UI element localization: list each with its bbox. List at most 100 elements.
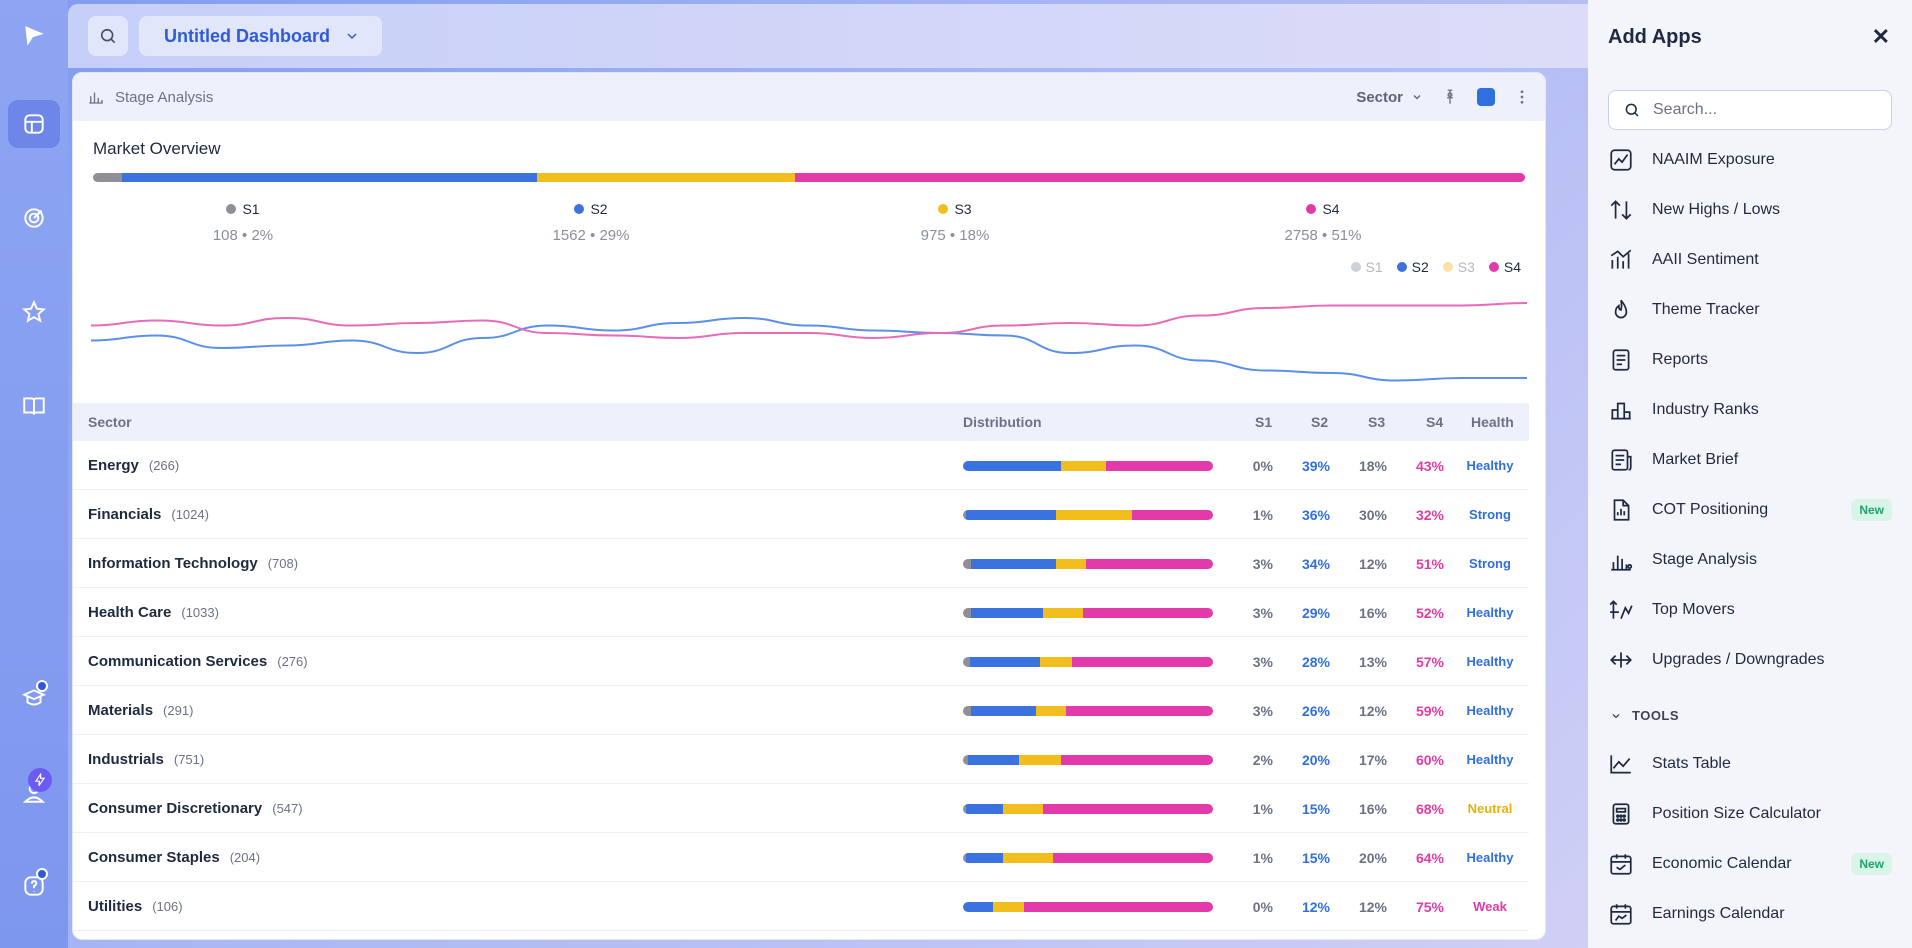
app-search-input[interactable] xyxy=(1653,101,1873,119)
sector-count: (204) xyxy=(229,850,261,865)
bars-trend-icon xyxy=(1610,249,1632,269)
app-label: Reports xyxy=(1652,351,1709,368)
bar-segment-s2 xyxy=(968,755,1019,765)
sector-distribution-bar xyxy=(963,559,1213,569)
app-item-naaim-exposure[interactable]: NAAIM Exposure xyxy=(1608,140,1892,180)
header-s1[interactable]: S1 xyxy=(1255,414,1273,430)
podium-icon xyxy=(1611,402,1631,420)
app-item-reports[interactable]: Reports xyxy=(1608,340,1892,380)
color-swatch[interactable] xyxy=(1477,88,1495,106)
bar-segment-s3 xyxy=(1060,461,1106,471)
sector-distribution-bar xyxy=(963,902,1213,912)
health-status: Neutral xyxy=(1467,801,1513,816)
logo-icon[interactable] xyxy=(8,12,60,60)
calendar-icon xyxy=(1610,854,1632,875)
search-button[interactable] xyxy=(88,16,128,56)
table-row[interactable]: Utilities (106) 0% 12% 12% 75% Weak xyxy=(73,882,1529,931)
app-item-market-brief[interactable]: Market Brief xyxy=(1608,440,1892,480)
app-label: Economic Calendar xyxy=(1652,855,1792,872)
bar-segment-s4 xyxy=(1085,559,1213,569)
dashboard-selector[interactable]: Untitled Dashboard xyxy=(139,16,383,56)
header-s3[interactable]: S3 xyxy=(1368,414,1386,430)
legend-item-s1[interactable]: S1 xyxy=(1350,259,1383,275)
app-search-field[interactable] xyxy=(1608,90,1892,130)
pin-icon[interactable] xyxy=(1441,88,1459,106)
profile-icon[interactable] xyxy=(8,768,60,816)
bar-segment-s1 xyxy=(963,608,971,618)
sector-select[interactable]: Sector xyxy=(1356,89,1423,106)
table-row[interactable]: Industrials (751) 2% 20% 17% 60% Healthy xyxy=(73,735,1529,784)
s1-pct: 3% xyxy=(1252,555,1273,572)
header-s4[interactable]: S4 xyxy=(1426,414,1444,430)
stage-trend-chart xyxy=(91,302,1527,382)
search-icon xyxy=(1625,103,1639,117)
app-label: Industry Ranks xyxy=(1652,401,1759,418)
academy-icon[interactable] xyxy=(8,674,60,722)
chevron-down-icon xyxy=(1413,95,1421,100)
star-icon[interactable] xyxy=(8,288,60,336)
market-overview-title: Market Overview xyxy=(93,139,221,158)
tools-section-toggle[interactable]: TOOLS xyxy=(1610,708,1679,723)
stage-summary-s1: S1 108 • 2% xyxy=(143,201,343,244)
stage-summary-s4: S4 2758 • 51% xyxy=(1223,201,1423,244)
bar-segment-s1 xyxy=(963,755,969,765)
table-row[interactable]: Consumer Discretionary (547) 1% 15% 16% 68% Ne… xyxy=(73,784,1529,833)
bar-segment-s1 xyxy=(963,559,971,569)
app-item-position-size-calculator[interactable]: Position Size Calculator xyxy=(1608,794,1892,834)
header-s2[interactable]: S2 xyxy=(1311,414,1329,430)
more-options-icon[interactable] xyxy=(1513,88,1531,106)
series-line-s4 xyxy=(91,302,1527,340)
table-row[interactable]: Health Care (1033) 3% 29% 16% 52% Healthy xyxy=(73,588,1529,637)
app-item-theme-tracker[interactable]: Theme Tracker xyxy=(1608,290,1892,330)
app-item-upgrades-downgrades[interactable]: Upgrades / Downgrades xyxy=(1608,640,1892,680)
app-item-economic-calendar[interactable]: Economic Calendar New xyxy=(1608,844,1892,884)
table-row[interactable]: Materials (291) 3% 26% 12% 59% Healthy xyxy=(73,686,1529,735)
s1-pct: 2% xyxy=(1252,751,1273,768)
app-item-cot-positioning[interactable]: COT Positioning New xyxy=(1608,490,1892,530)
radar-icon[interactable] xyxy=(8,194,60,242)
app-item-earnings-calendar[interactable]: Earnings Calendar xyxy=(1608,894,1892,934)
table-row[interactable]: Communication Services (276) 3% 28% 13% 57% He… xyxy=(73,637,1529,686)
sector-name: Health Care xyxy=(88,604,172,621)
close-icon[interactable]: ✕ xyxy=(1871,24,1890,49)
stage-name: S4 xyxy=(1322,201,1340,217)
bar-segment-s2 xyxy=(965,510,1057,520)
app-item-stage-analysis[interactable]: Stage Analysis xyxy=(1608,540,1892,580)
app-item-stats-table[interactable]: Stats Table xyxy=(1608,744,1892,784)
legend-item-s3[interactable]: S3 xyxy=(1442,259,1475,275)
sector-count: (291) xyxy=(163,703,194,718)
bar-segment-s4 xyxy=(1065,706,1213,716)
bar-segment-s2 xyxy=(965,853,1003,863)
app-item-top-movers[interactable]: Top Movers xyxy=(1608,590,1892,630)
dashboard-icon[interactable] xyxy=(8,100,60,148)
table-row[interactable]: Consumer Staples (204) 1% 15% 20% 64% Healthy xyxy=(73,833,1529,882)
s3-pct: 18% xyxy=(1358,457,1387,474)
legend-item-s4[interactable]: S4 xyxy=(1488,259,1521,275)
bar-segment-s4 xyxy=(1132,510,1213,520)
book-icon[interactable] xyxy=(8,382,60,430)
header-distribution[interactable]: Distribution xyxy=(963,414,1042,430)
bar-segment-s1 xyxy=(963,657,971,667)
sector-table: Sector Distribution S1 S2 S3 S4 Health E… xyxy=(73,403,1545,931)
bar-segment-s4 xyxy=(1043,804,1213,814)
bar-segment-s2 xyxy=(963,902,994,912)
legend-item-s2[interactable]: S2 xyxy=(1396,259,1429,275)
table-row[interactable]: Financials (1024) 1% 36% 30% 32% Strong xyxy=(73,490,1529,539)
bar-segment-s2 xyxy=(970,559,1056,569)
bar-segment-s3 xyxy=(1003,853,1053,863)
app-item-new-highs-lows[interactable]: New Highs / Lows xyxy=(1608,190,1892,230)
bar-segment-s2 xyxy=(963,461,1061,471)
sector-count: (106) xyxy=(152,899,183,914)
app-item-industry-ranks[interactable]: Industry Ranks xyxy=(1608,390,1892,430)
table-row[interactable]: Information Technology (708) 3% 34% 12% 51% St… xyxy=(73,539,1529,588)
calendar-chart-icon xyxy=(1610,904,1632,925)
table-row[interactable]: Energy (266) 0% 39% 18% 43% Healthy xyxy=(73,441,1529,490)
s4-pct: 52% xyxy=(1415,604,1444,621)
bar-segment-s3 xyxy=(1056,510,1133,520)
app-item-aaii-sentiment[interactable]: AAII Sentiment xyxy=(1608,240,1892,280)
header-health[interactable]: Health xyxy=(1471,414,1514,430)
help-icon[interactable] xyxy=(8,862,60,910)
header-sector[interactable]: Sector xyxy=(88,414,132,430)
stage-count-pct: 1562 • 29% xyxy=(552,227,630,244)
chart-box-icon xyxy=(1610,149,1632,171)
